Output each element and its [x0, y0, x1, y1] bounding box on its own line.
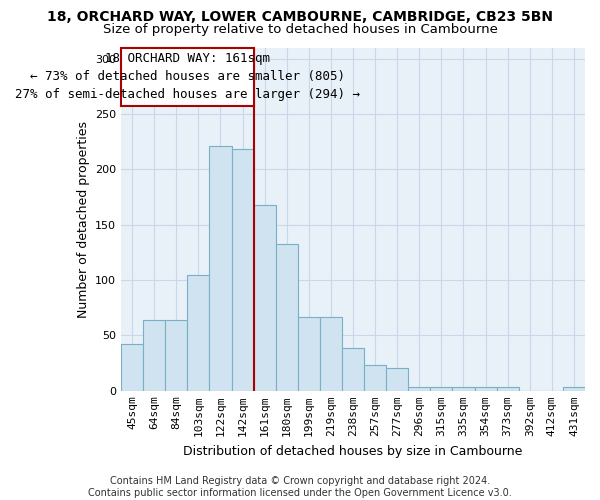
Bar: [563, 388, 585, 391]
Text: Size of property relative to detached houses in Cambourne: Size of property relative to detached ho…: [103, 22, 497, 36]
Bar: [209, 146, 232, 391]
Text: 18, ORCHARD WAY, LOWER CAMBOURNE, CAMBRIDGE, CB23 5BN: 18, ORCHARD WAY, LOWER CAMBOURNE, CAMBRI…: [47, 10, 553, 24]
Bar: [364, 366, 386, 391]
Bar: [430, 388, 452, 391]
Bar: [320, 316, 342, 391]
Bar: [342, 348, 364, 391]
Bar: [187, 274, 209, 391]
Bar: [232, 150, 254, 391]
Bar: [298, 316, 320, 391]
Bar: [254, 205, 276, 391]
Bar: [475, 388, 497, 391]
Bar: [408, 388, 430, 391]
Bar: [276, 244, 298, 391]
FancyBboxPatch shape: [121, 48, 254, 106]
Bar: [165, 320, 187, 391]
Bar: [143, 320, 165, 391]
Bar: [497, 388, 519, 391]
Bar: [121, 344, 143, 391]
Bar: [386, 368, 408, 391]
X-axis label: Distribution of detached houses by size in Cambourne: Distribution of detached houses by size …: [184, 444, 523, 458]
Bar: [452, 388, 475, 391]
Text: 18 ORCHARD WAY: 161sqm
← 73% of detached houses are smaller (805)
27% of semi-de: 18 ORCHARD WAY: 161sqm ← 73% of detached…: [15, 52, 360, 102]
Text: Contains HM Land Registry data © Crown copyright and database right 2024.
Contai: Contains HM Land Registry data © Crown c…: [88, 476, 512, 498]
Y-axis label: Number of detached properties: Number of detached properties: [77, 120, 89, 318]
